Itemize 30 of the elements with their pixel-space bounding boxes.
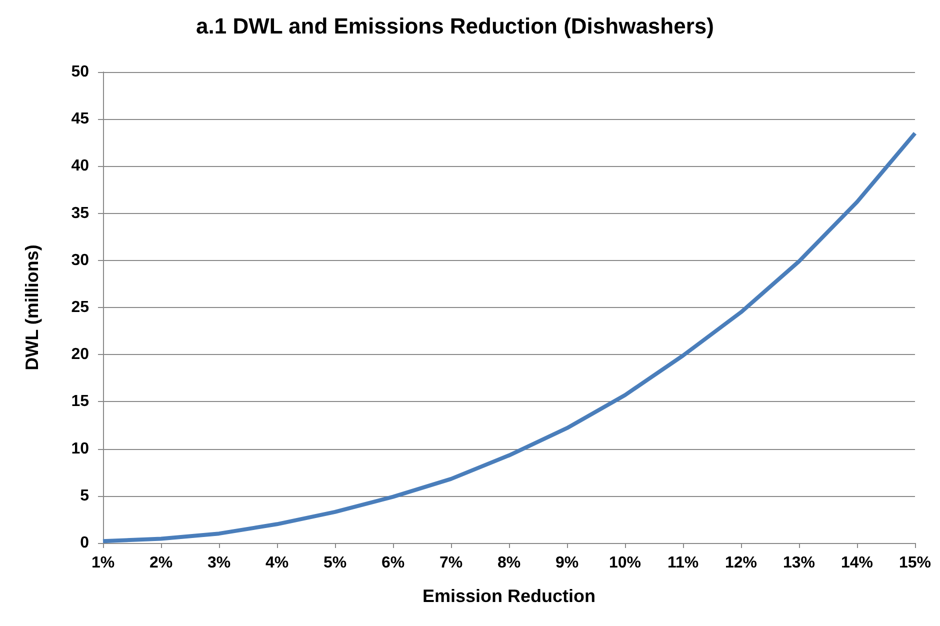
y-tick-label: 45 xyxy=(71,110,90,128)
x-tick-label: 1% xyxy=(91,554,115,572)
x-tick-label: 9% xyxy=(555,554,579,572)
x-tick-label: 6% xyxy=(381,554,405,572)
x-tick-label: 2% xyxy=(149,554,173,572)
x-tick-label: 14% xyxy=(840,554,874,572)
y-tick-label: 50 xyxy=(71,64,90,80)
y-tick-label: 0 xyxy=(80,534,90,552)
x-tick-label: 4% xyxy=(265,554,289,572)
y-tick-label: 10 xyxy=(71,440,90,458)
x-tick-label: 8% xyxy=(497,554,521,572)
chart-title: a.1 DWL and Emissions Reduction (Dishwashers) xyxy=(196,14,714,38)
x-tick-label: 7% xyxy=(439,554,463,572)
y-tick-label: 25 xyxy=(71,299,90,316)
y-tick-label: 40 xyxy=(71,158,90,175)
x-tick-label: 15% xyxy=(898,554,932,572)
y-tick-label: 20 xyxy=(71,346,90,364)
y-tick-label: 15 xyxy=(71,393,90,410)
x-tick-label: 5% xyxy=(323,554,347,572)
y-tick-label: 5 xyxy=(80,487,90,504)
x-tick-label: 3% xyxy=(207,554,231,572)
x-tick-label: 12% xyxy=(724,554,758,572)
x-tick-label: 13% xyxy=(782,554,816,572)
x-tick-label: 10% xyxy=(608,554,642,572)
y-tick-label: 35 xyxy=(71,204,90,222)
x-tick-label: 11% xyxy=(667,554,699,572)
line-series xyxy=(101,131,917,544)
y-axis-title: DWL (millions) xyxy=(22,244,42,370)
x-axis-title: Emission Reduction xyxy=(422,586,596,606)
y-tick-label: 30 xyxy=(71,252,90,269)
